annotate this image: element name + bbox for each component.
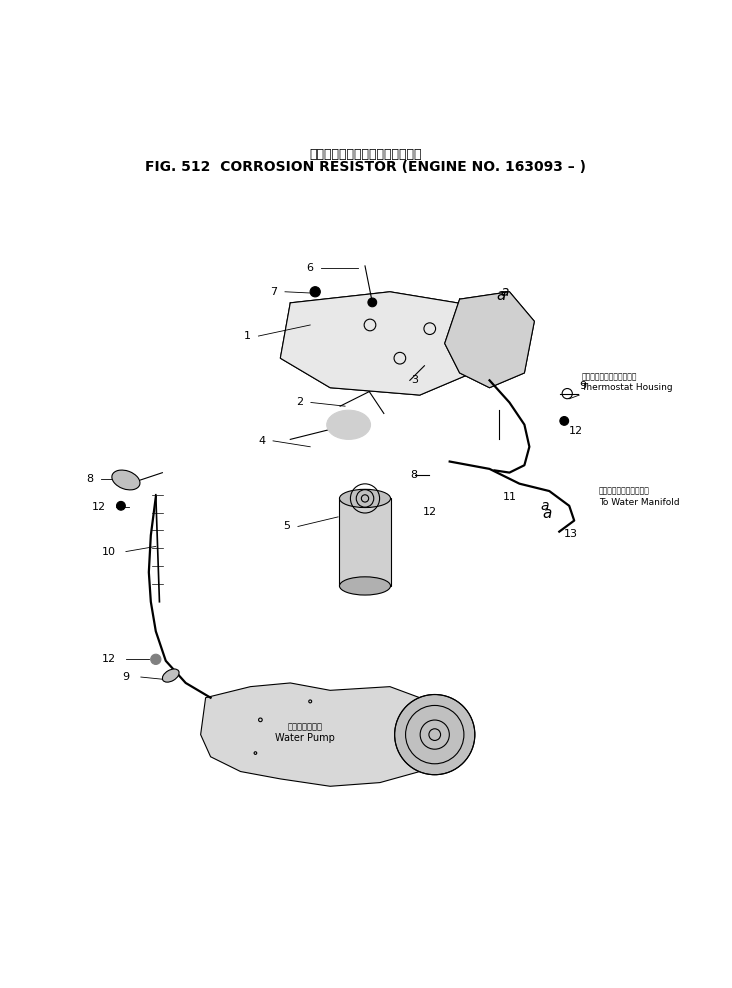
Bar <box>340 498 391 586</box>
Text: 5: 5 <box>283 522 291 532</box>
Text: 7: 7 <box>271 287 277 296</box>
Text: 11: 11 <box>502 492 517 502</box>
Circle shape <box>395 695 475 775</box>
Text: a: a <box>497 288 506 303</box>
Text: 3: 3 <box>411 375 418 385</box>
Circle shape <box>116 502 125 510</box>
Text: 12: 12 <box>92 502 106 513</box>
Ellipse shape <box>340 489 391 508</box>
Text: a: a <box>540 499 548 513</box>
Text: 13: 13 <box>564 529 578 538</box>
Circle shape <box>368 298 377 306</box>
Ellipse shape <box>340 577 391 595</box>
Text: 12: 12 <box>569 426 583 436</box>
Text: To Water Manifold: To Water Manifold <box>599 498 680 507</box>
Ellipse shape <box>163 669 179 682</box>
Text: 6: 6 <box>307 263 313 273</box>
Ellipse shape <box>112 470 140 490</box>
Text: 8: 8 <box>411 470 418 480</box>
Text: サーモスタットハウジング: サーモスタットハウジング <box>581 372 637 381</box>
Text: 1: 1 <box>244 331 251 341</box>
Circle shape <box>560 417 569 425</box>
Text: コロージョンレジスタ　適用号機: コロージョンレジスタ 適用号機 <box>310 148 422 161</box>
Text: 9: 9 <box>579 381 586 391</box>
Text: ウォータポンプ: ウォータポンプ <box>288 723 323 732</box>
Polygon shape <box>445 291 534 387</box>
Text: 4: 4 <box>258 436 266 446</box>
Polygon shape <box>201 683 449 786</box>
Text: a: a <box>542 506 552 521</box>
Circle shape <box>310 287 321 296</box>
Text: a: a <box>500 285 509 298</box>
Polygon shape <box>280 291 490 395</box>
Ellipse shape <box>326 410 370 440</box>
Text: Water Pump: Water Pump <box>275 733 335 743</box>
Text: 9: 9 <box>122 672 129 682</box>
Text: FIG. 512  CORROSION RESISTOR (ENGINE NO. 163093 – ): FIG. 512 CORROSION RESISTOR (ENGINE NO. … <box>146 160 586 174</box>
Text: Thermostat Housing: Thermostat Housing <box>581 383 673 392</box>
Text: 2: 2 <box>296 397 304 407</box>
Text: ウォータマニホールドヘ: ウォータマニホールドヘ <box>599 486 650 496</box>
Text: 12: 12 <box>102 654 116 664</box>
Text: 12: 12 <box>422 507 437 517</box>
Text: 8: 8 <box>86 473 94 483</box>
Text: 10: 10 <box>102 546 116 556</box>
Circle shape <box>151 654 161 665</box>
